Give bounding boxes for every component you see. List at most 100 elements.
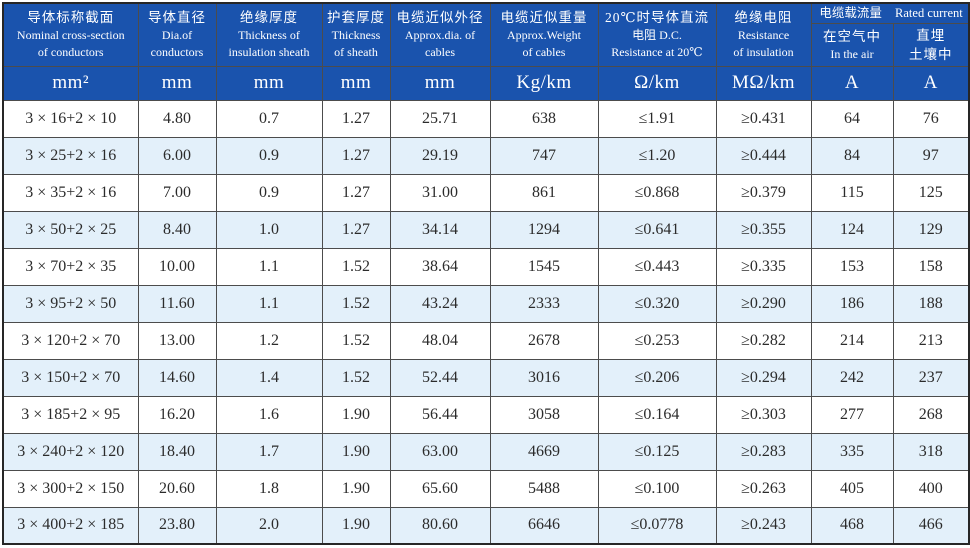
col-subheader-buried: 直埋 土壤中 bbox=[892, 22, 970, 67]
table-cell: 335 bbox=[810, 432, 894, 471]
table-cell: 64 bbox=[810, 99, 894, 138]
table-row: 3 × 400+2 × 185 23.80 2.0 1.90 80.60 6646 ≤0.0… bbox=[2, 506, 970, 545]
table-header: 导体标称截面 Nominal cross-section of conducto… bbox=[2, 2, 970, 101]
table-cell: 4.80 bbox=[137, 99, 217, 138]
table-cell: 3 × 70+2 × 35 bbox=[2, 247, 139, 286]
header-en: Thickness bbox=[331, 28, 381, 43]
subheader-zh: 土壤中 bbox=[909, 46, 953, 62]
table-row: 3 × 240+2 × 120 18.40 1.7 1.90 63.00 4669 ≤0.1… bbox=[2, 432, 970, 471]
table-cell: 25.71 bbox=[389, 99, 491, 138]
table-cell: 277 bbox=[810, 395, 894, 434]
table-cell: ≥0.263 bbox=[715, 469, 812, 508]
table-cell: ≤0.868 bbox=[597, 173, 717, 212]
table-cell: ≤0.0778 bbox=[597, 506, 717, 545]
unit-cell: mm bbox=[389, 65, 491, 101]
table-cell: 3 × 240+2 × 120 bbox=[2, 432, 139, 471]
table-cell: 8.40 bbox=[137, 210, 217, 249]
table-cell: 1294 bbox=[489, 210, 599, 249]
table-cell: 80.60 bbox=[389, 506, 491, 545]
table-cell: ≥0.303 bbox=[715, 395, 812, 434]
table-cell: 268 bbox=[892, 395, 970, 434]
table-cell: 468 bbox=[810, 506, 894, 545]
table-cell: 48.04 bbox=[389, 321, 491, 360]
table-cell: 13.00 bbox=[137, 321, 217, 360]
table-cell: 63.00 bbox=[389, 432, 491, 471]
table-cell: 0.9 bbox=[215, 173, 323, 212]
table-cell: 34.14 bbox=[389, 210, 491, 249]
table-cell: 318 bbox=[892, 432, 970, 471]
col-header-sheath-thickness: 护套厚度 Thickness of sheath bbox=[321, 2, 391, 67]
table-cell: 76 bbox=[892, 99, 970, 138]
table-cell: 242 bbox=[810, 358, 894, 397]
table-row: 3 × 70+2 × 35 10.00 1.1 1.52 38.64 1545 ≤0.443… bbox=[2, 247, 970, 286]
table-cell: ≥0.282 bbox=[715, 321, 812, 360]
table-cell: 1.27 bbox=[321, 173, 391, 212]
header-zh: 护套厚度 bbox=[327, 10, 385, 26]
table-cell: 1.52 bbox=[321, 247, 391, 286]
table-cell: ≥0.335 bbox=[715, 247, 812, 286]
table-cell: 861 bbox=[489, 173, 599, 212]
table-cell: ≤1.91 bbox=[597, 99, 717, 138]
col-header-dc-resistance: 20℃时导体直流 电阻 D.C. Resistance at 20℃ bbox=[597, 2, 717, 67]
table-cell: 3 × 300+2 × 150 bbox=[2, 469, 139, 508]
table-cell: 2678 bbox=[489, 321, 599, 360]
col-header-insulation-resistance: 绝缘电阻 Resistance of insulation bbox=[715, 2, 812, 67]
table-cell: ≥0.379 bbox=[715, 173, 812, 212]
table-cell: 10.00 bbox=[137, 247, 217, 286]
header-en: cables bbox=[425, 45, 455, 60]
subheader-zh: 直埋 bbox=[916, 27, 946, 43]
table-cell: 0.9 bbox=[215, 136, 323, 175]
table-cell: 7.00 bbox=[137, 173, 217, 212]
table-cell: 3 × 25+2 × 16 bbox=[2, 136, 139, 175]
table-row: 3 × 16+2 × 10 4.80 0.7 1.27 25.71 638 ≤1.91 ≥0.… bbox=[2, 99, 970, 138]
table-cell: 1.0 bbox=[215, 210, 323, 249]
col-header-approx-weight: 电缆近似重量 Approx.Weight of cables bbox=[489, 2, 599, 67]
table-cell: 129 bbox=[892, 210, 970, 249]
header-en: Resistance at 20℃ bbox=[611, 45, 703, 60]
table-cell: 1.27 bbox=[321, 99, 391, 138]
table-cell: 0.7 bbox=[215, 99, 323, 138]
header-zh: 绝缘电阻 bbox=[734, 10, 793, 26]
table-cell: 186 bbox=[810, 284, 894, 323]
table-cell: 56.44 bbox=[389, 395, 491, 434]
subheader-zh: 在空气中 bbox=[823, 28, 881, 44]
table-cell: 29.19 bbox=[389, 136, 491, 175]
table-body: 3 × 16+2 × 10 4.80 0.7 1.27 25.71 638 ≤1.91 ≥0.… bbox=[2, 99, 970, 545]
table-cell: 158 bbox=[892, 247, 970, 286]
header-en: Nominal cross-section bbox=[16, 28, 125, 43]
table-cell: 1.90 bbox=[321, 395, 391, 434]
table-cell: 65.60 bbox=[389, 469, 491, 508]
table-cell: ≥0.243 bbox=[715, 506, 812, 545]
table-cell: 125 bbox=[892, 173, 970, 212]
table-cell: 1.52 bbox=[321, 358, 391, 397]
table-cell: 3 × 150+2 × 70 bbox=[2, 358, 139, 397]
table-cell: ≥0.290 bbox=[715, 284, 812, 323]
header-en: conductors bbox=[150, 45, 204, 60]
table-cell: 1.90 bbox=[321, 432, 391, 471]
unit-cell: Ω/km bbox=[597, 65, 717, 101]
table-cell: 1.52 bbox=[321, 321, 391, 360]
table-cell: 6.00 bbox=[137, 136, 217, 175]
table-cell: ≤0.641 bbox=[597, 210, 717, 249]
table-row: 3 × 120+2 × 70 13.00 1.2 1.52 48.04 2678 ≤0.25… bbox=[2, 321, 970, 360]
table-cell: 1.52 bbox=[321, 284, 391, 323]
table-cell: 11.60 bbox=[137, 284, 217, 323]
header-en: of cables bbox=[522, 45, 566, 60]
table-cell: 466 bbox=[892, 506, 970, 545]
table-cell: 115 bbox=[810, 173, 894, 212]
header-en: insulation sheath bbox=[228, 45, 310, 60]
header-en: Dia.of bbox=[161, 28, 193, 43]
header-zh: 20℃时导体直流 bbox=[604, 10, 710, 26]
group-header-en: Rated current bbox=[895, 6, 963, 21]
table-cell: 1.7 bbox=[215, 432, 323, 471]
table-cell: ≤0.164 bbox=[597, 395, 717, 434]
header-en: of conductors bbox=[37, 45, 104, 60]
table-row: 3 × 50+2 × 25 8.40 1.0 1.27 34.14 1294 ≤0.641 ≥… bbox=[2, 210, 970, 249]
table-cell: ≥0.355 bbox=[715, 210, 812, 249]
table-row: 3 × 95+2 × 50 11.60 1.1 1.52 43.24 2333 ≤0.320… bbox=[2, 284, 970, 323]
table-cell: 3 × 120+2 × 70 bbox=[2, 321, 139, 360]
header-en: Thickness of bbox=[238, 28, 300, 43]
table-cell: 97 bbox=[892, 136, 970, 175]
table-row: 3 × 185+2 × 95 16.20 1.6 1.90 56.44 3058 ≤0.16… bbox=[2, 395, 970, 434]
